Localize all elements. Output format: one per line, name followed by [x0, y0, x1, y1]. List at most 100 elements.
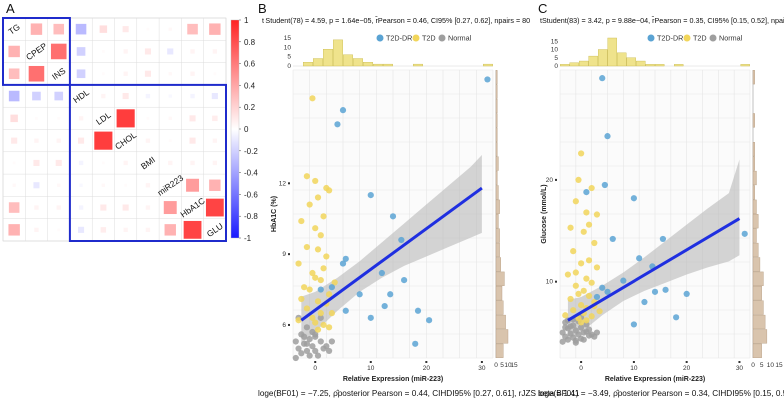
correlation-cell	[186, 178, 200, 192]
y-tick-label: 6	[282, 322, 286, 329]
point-t2d	[564, 271, 572, 278]
correlation-cell	[55, 159, 62, 167]
top-histogram-bar	[626, 57, 636, 67]
point-t2d	[588, 313, 595, 320]
correlation-cell	[78, 205, 84, 210]
top-histogram-bar	[636, 60, 646, 67]
y-tick-label: 12	[279, 180, 287, 187]
correlation-cell	[168, 116, 172, 121]
point-normal	[585, 326, 593, 333]
x-tick-mark	[480, 361, 483, 363]
correlation-cell	[212, 49, 218, 54]
point-t2d-dr	[604, 288, 611, 295]
correlation-cell	[209, 179, 221, 191]
colorbar-tick-label: -0.6	[244, 190, 258, 199]
point-t2d	[326, 324, 333, 331]
colorbar-tick-label: 0	[244, 125, 249, 134]
correlation-cell	[32, 91, 41, 101]
right-histogram-bar	[495, 257, 502, 272]
point-t2d	[323, 253, 330, 260]
point-normal	[572, 339, 579, 346]
point-t2d-dr	[484, 76, 491, 83]
point-t2d	[331, 279, 338, 286]
x-tick-mark	[738, 361, 741, 363]
right-histogram-bar	[495, 170, 498, 186]
correlation-cell	[168, 160, 173, 166]
x-tick-mark	[580, 361, 583, 363]
correlation-cell	[122, 92, 129, 100]
correlation-cell	[76, 47, 86, 56]
top-hist-tick: 15	[551, 38, 559, 45]
point-t2d-dr	[630, 195, 637, 202]
point-t2d-dr	[317, 286, 324, 293]
right-hist-tick: 5	[760, 362, 764, 369]
right-histogram-bar	[752, 142, 755, 157]
x-tick-mark	[685, 361, 688, 363]
x-axis-title: Relative Expression (miR-223)	[343, 376, 443, 383]
point-t2d-dr	[389, 213, 397, 220]
right-histogram-bar	[752, 228, 757, 243]
point-t2d-dr	[398, 236, 405, 244]
correlation-cell	[34, 138, 39, 143]
right-hist-tick: 10	[767, 362, 775, 369]
legend-label: Normal	[719, 34, 743, 43]
correlation-cell	[123, 227, 128, 233]
right-histogram-bar	[752, 156, 755, 171]
top-hist-tick: 5	[287, 54, 291, 61]
right-histogram-bar	[495, 98, 498, 114]
point-t2d	[578, 150, 585, 157]
correlation-cell	[78, 116, 84, 121]
cluster-box	[68, 83, 228, 243]
correlation-cell	[33, 159, 40, 167]
point-t2d-dr	[604, 133, 611, 140]
point-t2d-dr	[659, 235, 667, 243]
correlation-cell	[122, 26, 129, 33]
legend-swatch	[438, 34, 446, 42]
point-normal	[580, 336, 587, 343]
point-normal	[312, 347, 319, 355]
point-t2d	[578, 319, 585, 326]
point-normal	[328, 338, 335, 345]
point-t2d-dr	[367, 314, 374, 321]
point-normal	[303, 324, 310, 331]
point-t2d	[570, 248, 577, 255]
correlation-cell	[190, 93, 195, 99]
correlation-cell	[101, 93, 106, 99]
colorbar-tick-label: 0.6	[244, 60, 256, 69]
point-t2d-dr	[662, 286, 669, 293]
correlation-cell	[144, 48, 152, 55]
point-t2d	[567, 295, 574, 303]
correlation-cell	[187, 23, 198, 35]
point-t2d-dr	[683, 290, 690, 297]
x-tick-label: 0	[313, 365, 317, 372]
point-t2d-dr	[593, 293, 601, 301]
top-histogram-bar	[617, 52, 627, 67]
point-normal	[580, 329, 587, 336]
correlation-cell	[8, 68, 20, 80]
point-normal	[309, 328, 316, 336]
top-histogram-bar	[413, 63, 423, 67]
legend-label: T2D	[693, 34, 707, 43]
point-normal	[303, 347, 310, 355]
correlation-cell	[57, 228, 61, 232]
point-t2d-dr	[342, 307, 349, 314]
point-t2d	[572, 269, 579, 276]
point-t2d	[328, 310, 335, 317]
point-normal	[578, 324, 585, 331]
right-histogram-bar	[495, 286, 503, 301]
point-t2d-dr	[367, 192, 374, 199]
right-histogram-bar	[495, 127, 498, 142]
point-t2d	[314, 194, 322, 201]
point-normal	[295, 345, 302, 352]
x-tick-mark	[369, 361, 372, 363]
top-histogram-bar	[333, 39, 343, 67]
right-histogram-bar	[495, 113, 498, 128]
point-t2d-dr	[620, 277, 627, 284]
colorbar-tick-label: -0.2	[244, 147, 258, 156]
y-axis-title: HbA1C (%)	[271, 196, 278, 232]
right-histogram-bar	[752, 329, 768, 344]
point-t2d-dr	[609, 235, 616, 243]
correlation-cell	[8, 224, 20, 236]
right-hist-tick: 5	[500, 362, 504, 369]
correlation-cell	[209, 23, 221, 35]
